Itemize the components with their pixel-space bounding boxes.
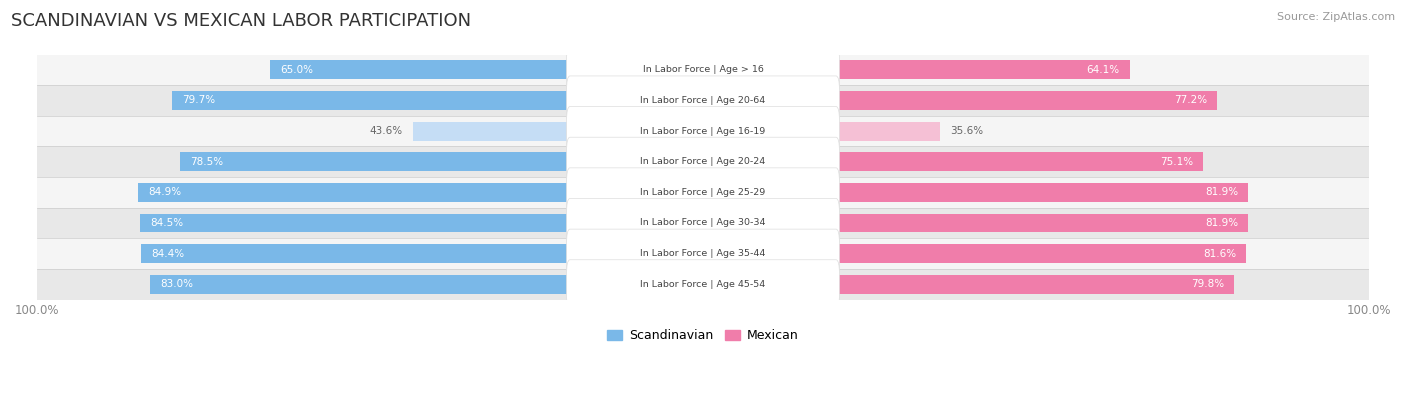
Text: In Labor Force | Age 30-34: In Labor Force | Age 30-34 [640,218,766,228]
FancyBboxPatch shape [567,107,839,156]
Bar [37,85,1369,116]
Text: In Labor Force | Age > 16: In Labor Force | Age > 16 [643,65,763,74]
Bar [703,275,1234,294]
Text: 79.7%: 79.7% [183,96,215,105]
Bar [703,214,1249,233]
FancyBboxPatch shape [567,229,839,278]
Text: In Labor Force | Age 20-24: In Labor Force | Age 20-24 [640,157,766,166]
Bar [138,183,703,202]
Text: 84.9%: 84.9% [148,187,181,198]
Text: 77.2%: 77.2% [1174,96,1206,105]
Bar [270,60,703,79]
Text: 78.5%: 78.5% [190,157,224,167]
Bar [37,269,1369,299]
Bar [37,147,1369,177]
Bar [150,275,703,294]
Bar [703,91,1218,110]
Text: 79.8%: 79.8% [1191,279,1225,289]
Text: 81.6%: 81.6% [1204,248,1236,259]
Text: 65.0%: 65.0% [280,65,314,75]
FancyBboxPatch shape [567,137,839,186]
Bar [37,238,1369,269]
Text: 64.1%: 64.1% [1087,65,1119,75]
Text: In Labor Force | Age 35-44: In Labor Force | Age 35-44 [640,249,766,258]
FancyBboxPatch shape [567,260,839,309]
Text: In Labor Force | Age 20-64: In Labor Force | Age 20-64 [640,96,766,105]
Bar [413,122,703,141]
Text: In Labor Force | Age 25-29: In Labor Force | Age 25-29 [640,188,766,197]
Text: In Labor Force | Age 45-54: In Labor Force | Age 45-54 [640,280,766,289]
Bar [173,91,703,110]
Text: 81.9%: 81.9% [1205,218,1239,228]
Bar [37,116,1369,147]
Bar [703,152,1204,171]
FancyBboxPatch shape [567,76,839,125]
Bar [141,244,703,263]
Text: 84.5%: 84.5% [150,218,184,228]
Legend: Scandinavian, Mexican: Scandinavian, Mexican [603,324,803,347]
Text: SCANDINAVIAN VS MEXICAN LABOR PARTICIPATION: SCANDINAVIAN VS MEXICAN LABOR PARTICIPAT… [11,12,471,30]
Bar [703,183,1249,202]
Bar [703,244,1246,263]
FancyBboxPatch shape [567,45,839,94]
Bar [37,55,1369,85]
Bar [180,152,703,171]
Text: 43.6%: 43.6% [370,126,402,136]
Text: 35.6%: 35.6% [950,126,983,136]
Text: 75.1%: 75.1% [1160,157,1194,167]
Bar [703,122,941,141]
Text: Source: ZipAtlas.com: Source: ZipAtlas.com [1277,12,1395,22]
Text: In Labor Force | Age 16-19: In Labor Force | Age 16-19 [640,126,766,135]
Bar [37,177,1369,208]
FancyBboxPatch shape [567,199,839,248]
Bar [141,214,703,233]
FancyBboxPatch shape [567,168,839,217]
Text: 81.9%: 81.9% [1205,187,1239,198]
Bar [37,208,1369,238]
Text: 84.4%: 84.4% [150,248,184,259]
Bar [703,60,1130,79]
Text: 83.0%: 83.0% [160,279,194,289]
